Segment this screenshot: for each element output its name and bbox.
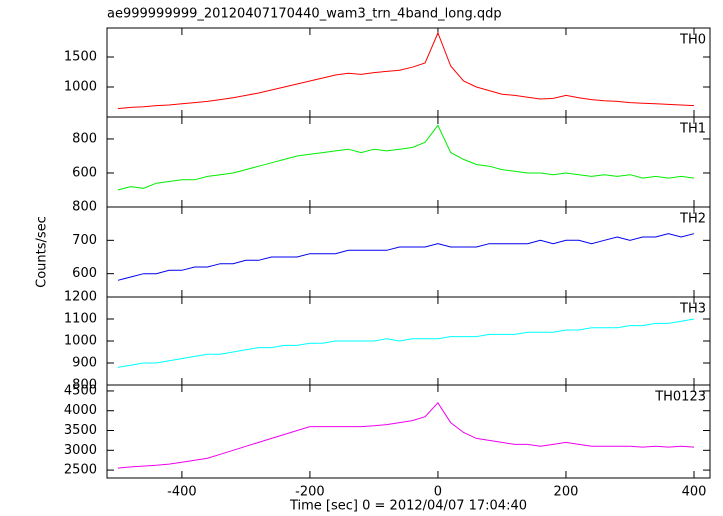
y-tick-label: 1200 (64, 290, 97, 305)
y-tick-label: 4000 (64, 403, 97, 418)
y-tick-label: 600 (72, 266, 97, 281)
light-curve (117, 318, 695, 368)
y-tick-label: 800 (72, 378, 97, 393)
light-curve (117, 124, 695, 191)
x-tick-label: 0 (434, 485, 442, 500)
panel-label: TH0123 (654, 390, 706, 405)
panel-label: TH0 (679, 33, 706, 48)
y-tick-label: 1000 (64, 79, 97, 94)
y-tick-label: 1100 (64, 312, 97, 327)
y-tick-label: 1500 (64, 49, 97, 64)
light-curve (117, 401, 695, 469)
panel-label: TH2 (679, 212, 706, 227)
y-tick-label: 1000 (64, 334, 97, 349)
y-tick-label: 800 (72, 200, 97, 215)
y-tick-label: 700 (72, 233, 97, 248)
x-tick-label: -400 (167, 485, 197, 500)
y-tick-label: 3500 (64, 423, 97, 438)
panel-frame (106, 384, 711, 479)
y-tick-label: 3000 (64, 443, 97, 458)
light-curve (117, 233, 695, 281)
y-tick-label: 800 (72, 131, 97, 146)
x-axis-label: Time [sec] 0 = 2012/04/07 17:04:40 (289, 499, 527, 514)
y-tick-label: 2500 (64, 463, 97, 478)
x-tick-label: -200 (295, 485, 325, 500)
x-tick-label: 400 (682, 485, 707, 500)
panel-frame (106, 296, 711, 386)
panel-frame (106, 27, 711, 118)
y-axis-label: Counts/sec (35, 216, 50, 288)
panel-label: TH1 (679, 122, 706, 137)
y-tick-label: 900 (72, 356, 97, 371)
y-tick-label: 600 (72, 165, 97, 180)
panel-frame (106, 206, 711, 298)
x-tick-label: 200 (554, 485, 579, 500)
panel-frame (106, 116, 711, 208)
panel-label: TH3 (679, 302, 706, 317)
y-tick-label: 4500 (64, 383, 97, 398)
light-curve (117, 31, 695, 110)
chart-title: ae999999999_20120407170440_wam3_trn_4ban… (107, 7, 502, 22)
